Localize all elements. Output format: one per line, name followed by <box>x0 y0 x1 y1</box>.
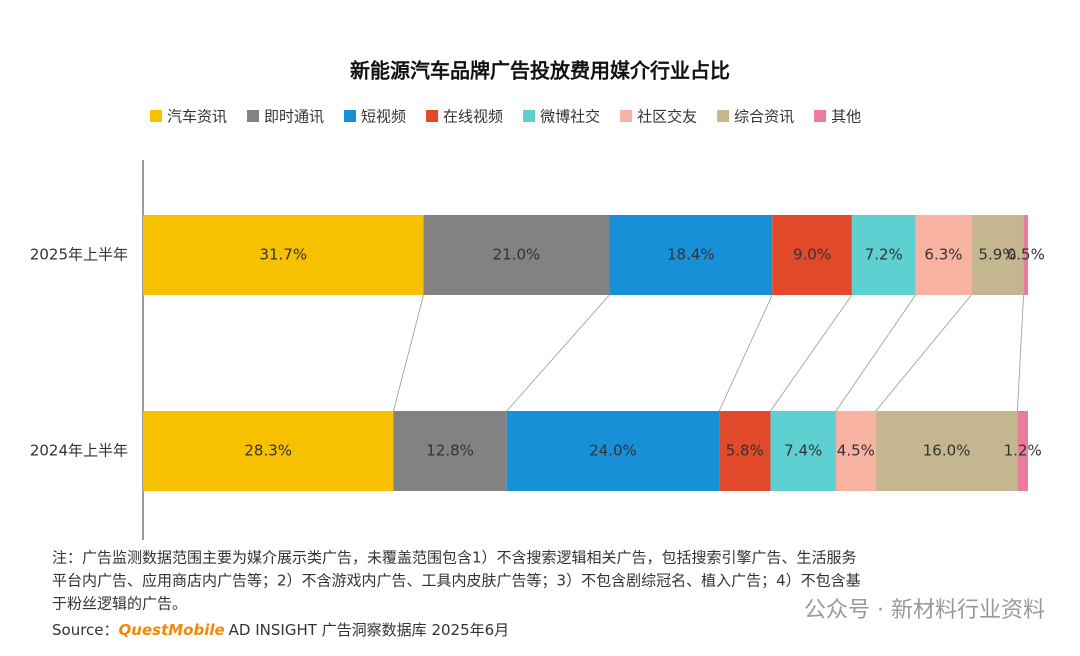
value-label: 5.9% <box>978 246 1016 264</box>
value-label: 12.8% <box>426 442 474 460</box>
value-label: 9.0% <box>793 246 831 264</box>
legend-swatch <box>620 110 633 122</box>
value-label: 6.3% <box>924 246 962 264</box>
legend-swatch <box>814 110 827 122</box>
bar-segment <box>772 215 852 295</box>
value-label: 7.4% <box>784 442 822 460</box>
bar-segment <box>851 215 916 295</box>
value-label: 24.0% <box>589 442 637 460</box>
bar-segment <box>915 215 972 295</box>
value-label: 21.0% <box>493 246 541 264</box>
value-label: 1.2% <box>1004 442 1042 460</box>
bar-segment <box>971 215 1024 295</box>
bar-segment <box>875 411 1018 491</box>
legend-label: 微博社交 <box>540 108 600 126</box>
legend-label: 短视频 <box>361 108 406 126</box>
bar-segment <box>506 411 720 491</box>
bar-segment <box>143 215 424 295</box>
y-tick-label: 2024年上半年 <box>30 442 128 460</box>
connector <box>875 294 972 412</box>
legend-swatch <box>426 110 439 122</box>
chart-title: 新能源汽车品牌广告投放费用媒介行业占比 <box>350 59 730 83</box>
legend-swatch <box>150 110 162 122</box>
bar-segment <box>423 215 610 295</box>
connector <box>393 294 424 412</box>
bar-segment <box>393 411 507 491</box>
bar-segment <box>719 411 771 491</box>
y-tick-label: 2025年上半年 <box>30 246 128 264</box>
value-label: 16.0% <box>923 442 971 460</box>
source-label: Source： <box>52 621 119 639</box>
value-label: 31.7% <box>259 246 307 264</box>
source-text: AD INSIGHT 广告洞察数据库 2025年6月 <box>229 621 510 639</box>
value-label: 5.8% <box>726 442 764 460</box>
watermark: 公众号 · 新材料行业资料 <box>804 598 1045 623</box>
source-brand: QuestMobile <box>119 621 225 639</box>
value-label: 7.2% <box>865 246 903 264</box>
bar-segment <box>835 411 876 491</box>
note-line: 平台内广告、应用商店内广告等；2）不含游戏内广告、工具内皮肤广告等；3）不包含剧… <box>52 572 861 590</box>
bar-segment <box>143 411 394 491</box>
legend-label: 综合资讯 <box>734 108 794 126</box>
bar-segment <box>609 215 773 295</box>
value-label: 28.3% <box>244 442 292 460</box>
legend-label: 在线视频 <box>443 108 503 126</box>
connector <box>770 294 853 412</box>
bar-segment <box>1023 215 1028 295</box>
legend-label: 即时通讯 <box>264 108 324 126</box>
legend-label: 汽车资讯 <box>167 108 227 126</box>
note-line: 注：广告监测数据范围主要为媒介展示类广告，未覆盖范围包含1）不含搜索逻辑相关广告… <box>52 549 857 567</box>
value-label: 0.5% <box>1007 246 1045 264</box>
source: Source：QuestMobile AD INSIGHT 广告洞察数据库 202… <box>52 621 509 639</box>
legend-swatch <box>717 110 730 122</box>
legend-label: 社区交友 <box>637 108 697 126</box>
connector <box>718 294 773 412</box>
connector <box>835 294 916 412</box>
connector <box>506 294 610 412</box>
legend-swatch <box>247 110 260 122</box>
legend-label: 其他 <box>831 108 861 126</box>
connector <box>1016 294 1024 412</box>
value-label: 4.5% <box>837 442 875 460</box>
legend-swatch <box>344 110 357 122</box>
note-line: 于粉丝逻辑的广告。 <box>52 595 187 613</box>
value-label: 18.4% <box>667 246 715 264</box>
legend-swatch <box>523 110 536 122</box>
bar-segment <box>770 411 836 491</box>
bar-segment <box>1017 411 1028 491</box>
